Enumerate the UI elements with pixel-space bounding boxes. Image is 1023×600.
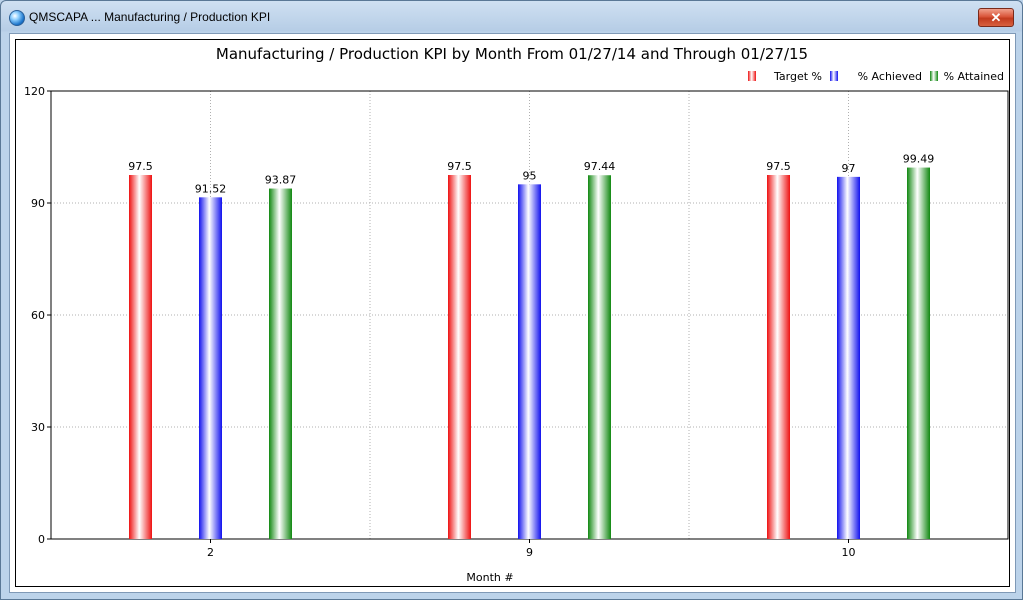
bar xyxy=(199,197,222,540)
data-label: 95 xyxy=(523,169,537,182)
x-tick-label: 2 xyxy=(207,546,214,559)
bar xyxy=(129,175,152,539)
bar xyxy=(907,167,930,539)
bar xyxy=(767,175,790,539)
bar xyxy=(518,184,541,540)
x-axis-label: Month # xyxy=(466,571,513,584)
title-bar[interactable]: QMSCAPA ... Manufacturing / Production K… xyxy=(1,1,1022,33)
x-tick-label: 9 xyxy=(526,546,533,559)
data-label: 91.52 xyxy=(195,182,227,195)
bar xyxy=(837,176,860,539)
bar xyxy=(269,188,292,539)
chart-panel: Manufacturing / Production KPI by Month … xyxy=(9,33,1016,593)
app-globe-icon xyxy=(9,10,25,26)
y-axis: 0 30 60 90 120 xyxy=(24,85,51,546)
data-label: 97.5 xyxy=(447,160,472,173)
bars: 97.5 91.52 93.87 97.5 95 97.44 97.5 97 99.49 xyxy=(128,153,935,540)
data-label: 97.44 xyxy=(584,160,616,173)
y-tick-label: 30 xyxy=(31,421,45,434)
y-tick-label: 120 xyxy=(24,85,45,98)
data-label: 97 xyxy=(842,162,856,175)
window-title: QMSCAPA ... Manufacturing / Production K… xyxy=(29,10,271,24)
close-button[interactable]: ✕ xyxy=(978,8,1014,27)
chart-legend: % Attained % Achieved Target % xyxy=(748,70,1004,83)
data-label: 97.5 xyxy=(766,160,791,173)
y-tick-label: 60 xyxy=(31,309,45,322)
chart-frame: Manufacturing / Production KPI by Month … xyxy=(15,39,1010,587)
data-label: 99.49 xyxy=(903,153,935,166)
legend-label: % Achieved xyxy=(858,70,922,83)
legend-swatch xyxy=(830,71,838,81)
y-tick-label: 90 xyxy=(31,197,45,210)
y-tick-label: 0 xyxy=(38,533,45,546)
legend-label: Target % xyxy=(773,70,822,83)
chart-title: Manufacturing / Production KPI by Month … xyxy=(216,45,808,63)
data-label: 93.87 xyxy=(265,174,297,187)
x-tick-label: 10 xyxy=(842,546,856,559)
data-label: 97.5 xyxy=(128,160,153,173)
close-icon: ✕ xyxy=(990,9,1002,25)
bar xyxy=(448,175,471,539)
x-axis: 2 9 10 xyxy=(207,539,856,559)
legend-label: % Attained xyxy=(944,70,1004,83)
legend-swatch xyxy=(748,71,756,81)
bar xyxy=(588,175,611,539)
legend-swatch xyxy=(930,71,938,81)
kpi-bar-chart: Manufacturing / Production KPI by Month … xyxy=(24,45,1009,584)
